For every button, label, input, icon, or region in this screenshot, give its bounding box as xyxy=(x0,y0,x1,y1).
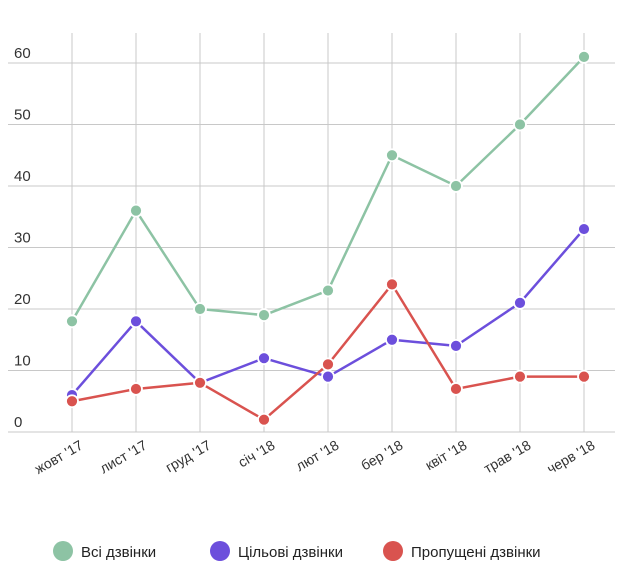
legend-marker-icon xyxy=(53,541,73,561)
x-tick-label: черв '18 xyxy=(544,437,598,477)
x-tick-label: лист '17 xyxy=(97,437,150,477)
data-point[interactable] xyxy=(65,394,79,409)
data-point[interactable] xyxy=(513,369,527,384)
data-point[interactable] xyxy=(193,302,207,316)
x-tick-label: трав '18 xyxy=(481,437,534,477)
data-point[interactable] xyxy=(449,179,463,193)
legend-item[interactable]: Цільові дзвінки xyxy=(210,541,343,561)
y-tick-label: 20 xyxy=(14,291,31,308)
data-point[interactable] xyxy=(385,332,399,347)
series-1 xyxy=(65,49,591,329)
y-axis-ticks: 0 10 20 30 40 50 60 xyxy=(14,45,31,431)
series-2 xyxy=(65,222,591,403)
y-tick-label: 50 xyxy=(14,107,31,124)
x-tick-label: бер '18 xyxy=(358,437,406,474)
grid xyxy=(8,33,615,433)
data-point[interactable] xyxy=(257,412,271,427)
data-point[interactable] xyxy=(577,49,591,64)
legend-label: Всі дзвінки xyxy=(81,544,156,561)
legend: Всі дзвінки Цільові дзвінки Пропущені дзві… xyxy=(53,541,541,561)
legend-marker-icon xyxy=(210,541,230,561)
x-tick-label: січ '18 xyxy=(235,437,277,471)
data-point[interactable] xyxy=(193,375,207,390)
x-tick-label: груд '17 xyxy=(163,437,214,476)
data-point[interactable] xyxy=(577,369,591,384)
data-point[interactable] xyxy=(65,314,79,329)
data-point[interactable] xyxy=(577,222,591,236)
data-point[interactable] xyxy=(449,382,463,396)
data-point[interactable] xyxy=(385,277,399,292)
y-tick-label: 30 xyxy=(14,230,31,247)
legend-marker-icon xyxy=(383,541,403,561)
series-3 xyxy=(65,277,591,427)
data-point[interactable] xyxy=(257,351,271,366)
data-point[interactable] xyxy=(321,357,335,372)
x-tick-label: квіт '18 xyxy=(422,437,469,474)
legend-label: Цільові дзвінки xyxy=(238,544,343,561)
y-tick-label: 0 xyxy=(14,414,22,431)
y-tick-label: 10 xyxy=(14,353,31,370)
y-tick-label: 60 xyxy=(14,45,31,62)
data-point[interactable] xyxy=(321,369,335,384)
series-group xyxy=(65,49,591,427)
legend-item[interactable]: Всі дзвінки xyxy=(53,541,156,561)
data-point[interactable] xyxy=(257,308,271,323)
legend-label: Пропущені дзвінки xyxy=(411,544,541,561)
data-point[interactable] xyxy=(129,314,143,329)
x-tick-label: лют '18 xyxy=(293,437,342,474)
data-point[interactable] xyxy=(449,338,463,353)
data-point[interactable] xyxy=(129,203,143,218)
data-point[interactable] xyxy=(513,295,527,310)
data-point[interactable] xyxy=(385,148,399,163)
legend-item[interactable]: Пропущені дзвінки xyxy=(383,541,541,561)
x-axis-ticks: жовт '17 лист '17 груд '17 січ '18 лют '18 бе… xyxy=(32,437,598,477)
y-tick-label: 40 xyxy=(14,168,31,185)
data-point[interactable] xyxy=(129,382,143,396)
data-point[interactable] xyxy=(513,117,527,132)
x-tick-label: жовт '17 xyxy=(32,437,86,477)
data-point[interactable] xyxy=(321,283,335,298)
